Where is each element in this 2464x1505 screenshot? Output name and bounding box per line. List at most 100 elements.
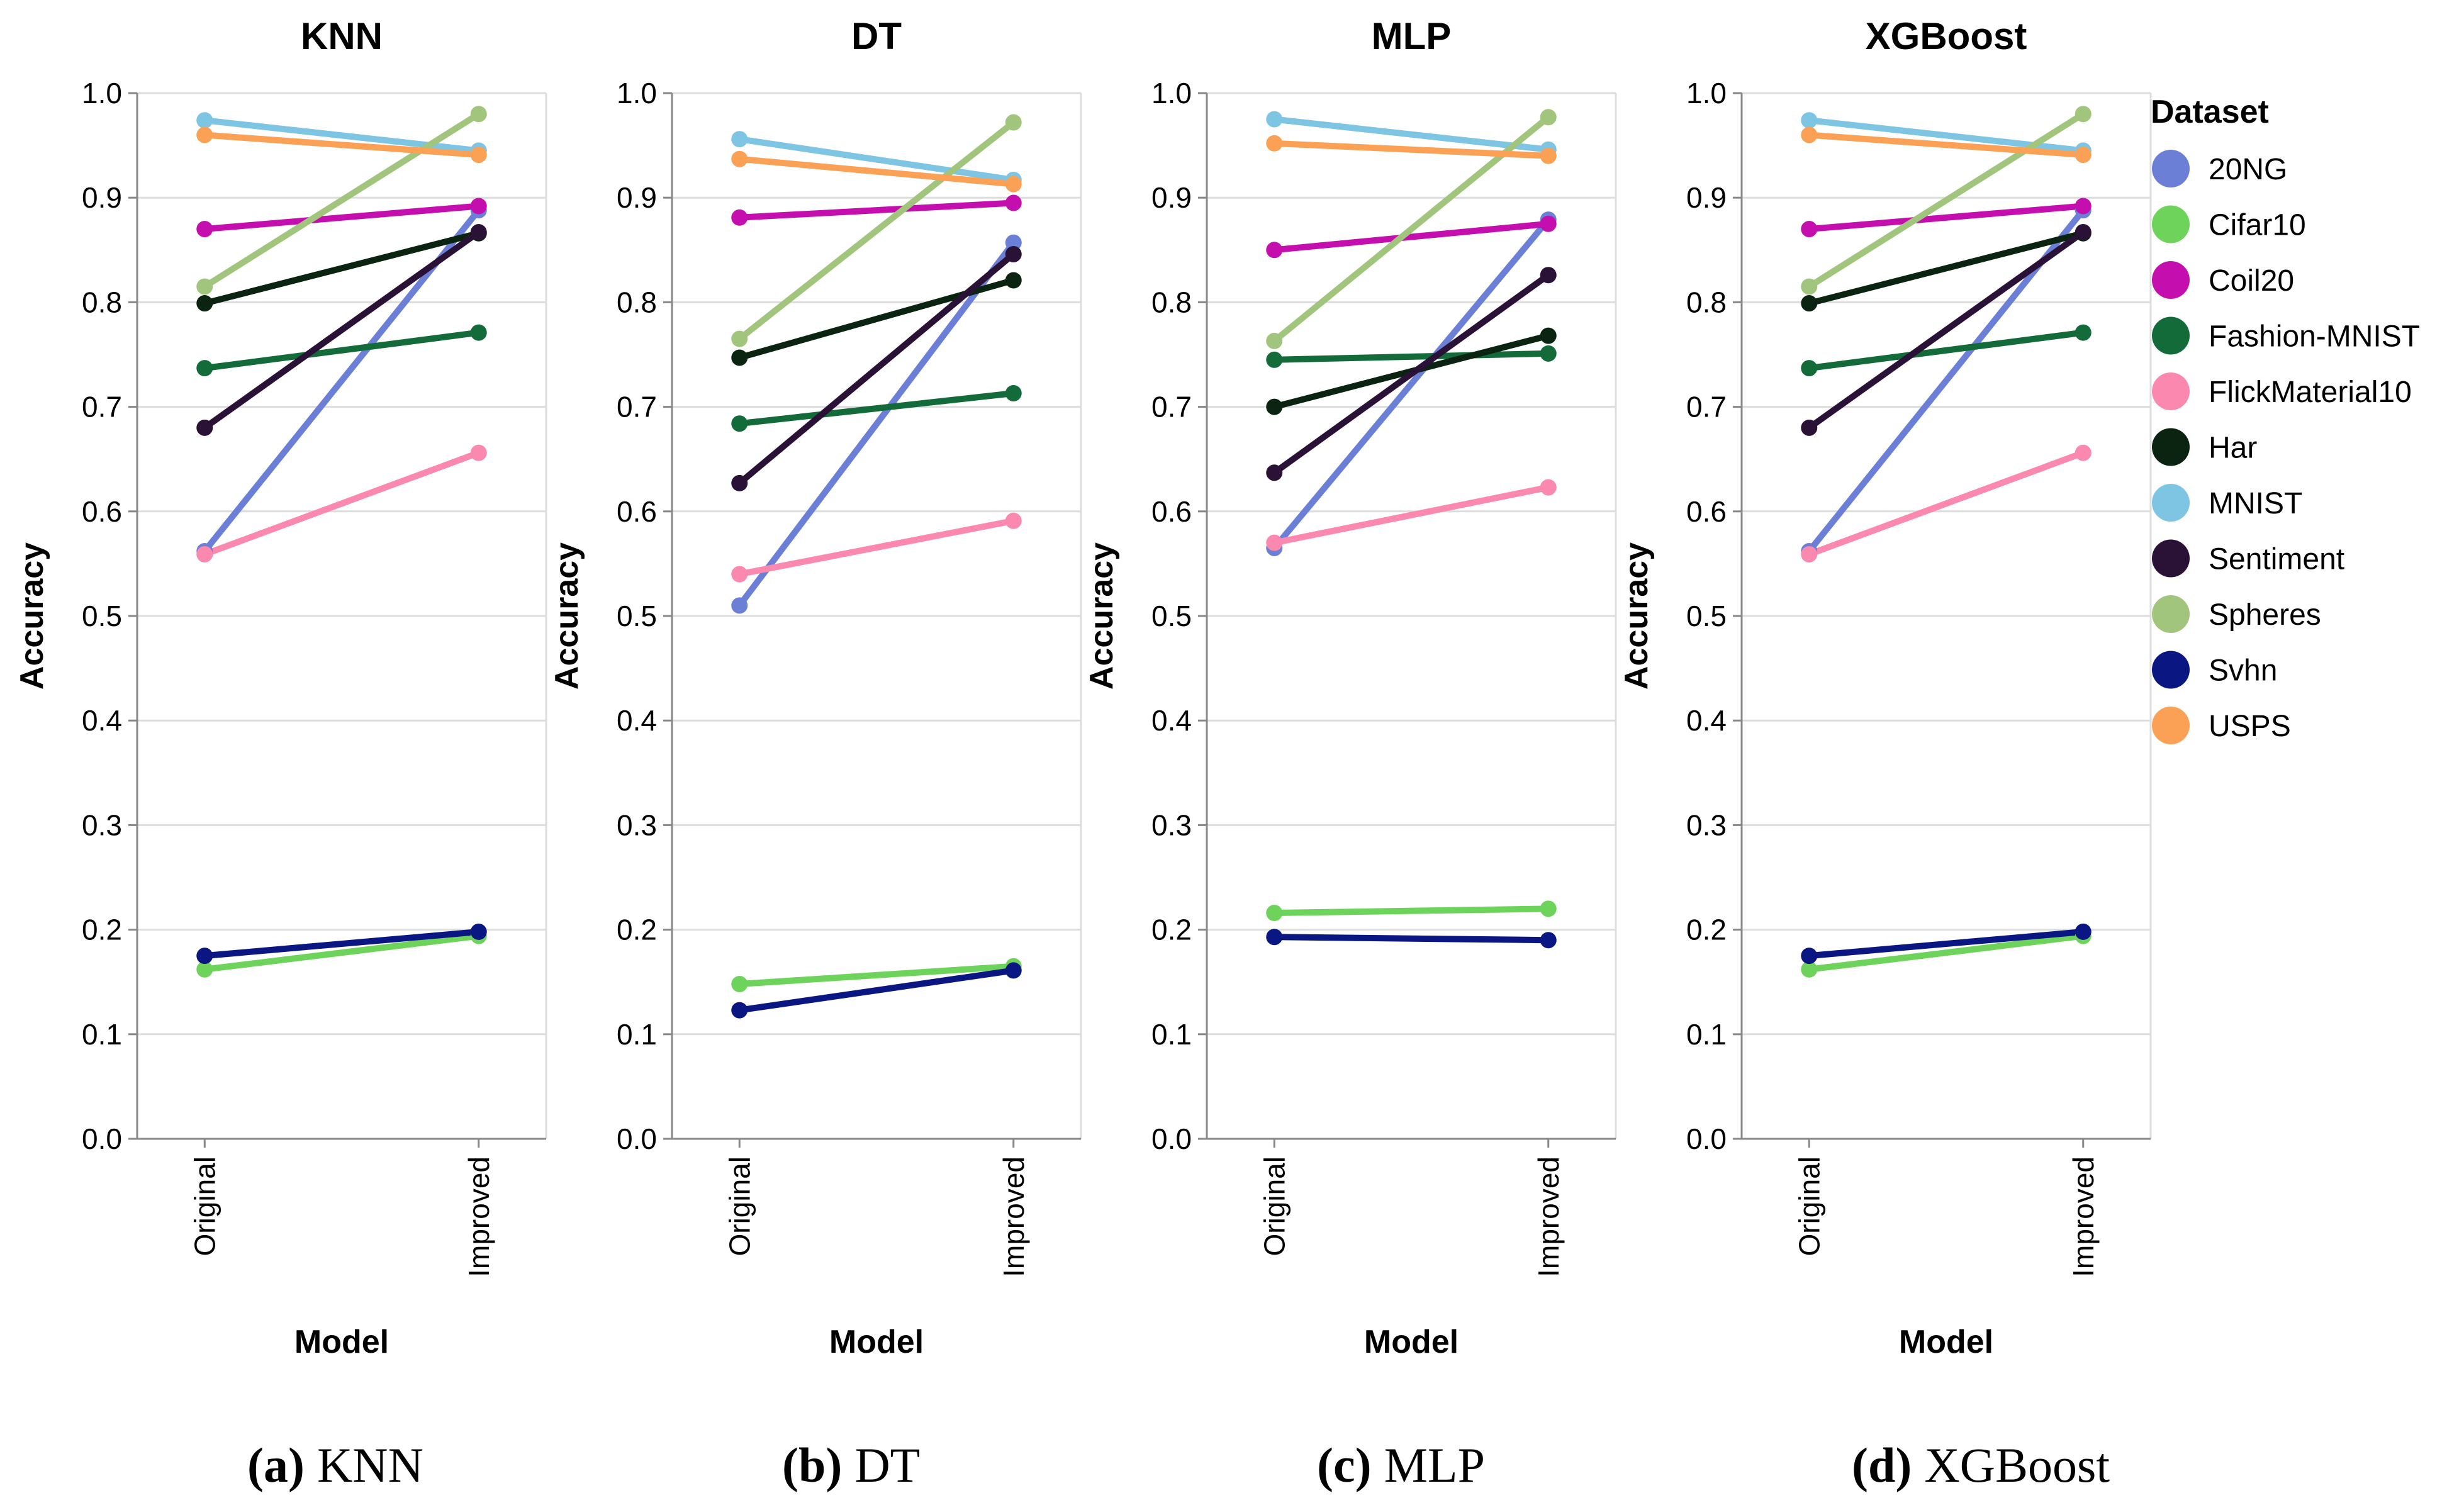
series-line-cifar10: [736, 963, 1017, 988]
data-point-fashion-mnist: [1266, 351, 1283, 368]
caption-text: KNN: [317, 1438, 423, 1492]
data-point-flickmaterial10: [470, 444, 487, 461]
data-point-coil20: [1005, 194, 1022, 211]
series-line-coil20: [201, 203, 482, 233]
series-line-20ng: [1271, 216, 1552, 551]
legend-swatch: [2152, 372, 2190, 410]
data-point-har: [1266, 398, 1283, 415]
data-point-har: [1801, 295, 1818, 312]
legend-title: Dataset: [2151, 94, 2269, 130]
legend-label: Fashion-MNIST: [2209, 320, 2420, 354]
series-line-coil20: [736, 199, 1017, 221]
y-tick-label: 0.0: [1686, 1122, 1727, 1155]
legend-swatch: [2152, 595, 2190, 633]
data-point-spheres: [731, 330, 748, 347]
series-line-flickmaterial10: [201, 449, 482, 557]
legend-swatch: [2152, 316, 2190, 355]
legend-label: Sentiment: [2209, 543, 2344, 576]
series-line-sentiment: [1271, 272, 1552, 476]
data-point-sentiment: [196, 419, 213, 436]
x-axis-title: Model: [1364, 1324, 1459, 1360]
y-axis-title: Accuracy: [14, 542, 50, 690]
series-line-cifar10: [201, 932, 482, 973]
data-point-coil20: [470, 198, 487, 215]
data-point-spheres: [1801, 278, 1818, 295]
data-point-spheres: [1540, 109, 1557, 126]
legend-swatch: [2152, 150, 2190, 187]
series-line-har: [1806, 230, 2086, 307]
data-point-fashion-mnist: [1801, 360, 1818, 377]
legend-label: Svhn: [2209, 654, 2277, 688]
y-tick-label: 1.0: [1686, 77, 1727, 109]
series-lines: [201, 111, 482, 973]
y-tick-label: 0.3: [617, 808, 657, 841]
data-point-spheres: [1266, 332, 1283, 349]
y-axis-title: Accuracy: [1084, 542, 1120, 690]
y-tick-label: 0.8: [1686, 286, 1727, 318]
y-axis-title: Accuracy: [549, 542, 585, 690]
x-tick-label: Original: [1793, 1156, 1825, 1256]
caption-text: DT: [854, 1438, 920, 1492]
chart-title: XGBoost: [1866, 15, 2027, 57]
data-point-spheres: [196, 278, 213, 295]
series-line-fashion-mnist: [736, 389, 1017, 427]
y-tick-label: 0.6: [617, 495, 657, 528]
series-lines: [1806, 111, 2086, 973]
series-line-coil20: [1271, 220, 1552, 254]
subfigure-caption: (c) MLP: [1317, 1438, 1485, 1492]
data-point-har: [1540, 327, 1557, 344]
legend-label: Cifar10: [2209, 209, 2306, 242]
y-tick-label: 0.8: [1151, 286, 1192, 318]
y-tick-label: 0.7: [82, 391, 122, 423]
caption-letter: (b): [782, 1438, 842, 1492]
legend-item-har: Har: [2152, 428, 2257, 466]
data-point-svhn: [1540, 932, 1557, 949]
legend-item-cifar10: Cifar10: [2152, 205, 2306, 243]
series-line-cifar10: [1271, 905, 1552, 917]
y-tick-label: 0.4: [617, 704, 657, 737]
data-point-flickmaterial10: [1266, 534, 1283, 551]
x-axis-title: Model: [1899, 1324, 1993, 1360]
data-point-mnist: [731, 131, 748, 148]
data-point-cifar10: [196, 961, 213, 978]
data-point-sentiment: [1801, 419, 1818, 436]
series-line-flickmaterial10: [1271, 484, 1552, 546]
data-point-usps: [470, 147, 487, 164]
series-points: [1266, 109, 1557, 949]
series-line-flickmaterial10: [736, 517, 1017, 578]
data-point-coil20: [731, 209, 748, 226]
y-tick-label: 0.1: [1686, 1018, 1727, 1051]
series-line-sentiment: [201, 229, 482, 431]
legend-label: Coil20: [2209, 264, 2294, 298]
x-tick-label: Improved: [997, 1156, 1030, 1277]
data-point-cifar10: [1266, 905, 1283, 922]
legend-swatch: [2152, 484, 2190, 522]
data-point-flickmaterial10: [196, 545, 213, 562]
series-lines: [1271, 114, 1552, 944]
legend-item-20ng: 20NG: [2152, 150, 2287, 187]
x-tick-label: Improved: [2067, 1156, 2100, 1277]
series-line-flickmaterial10: [1806, 449, 2086, 557]
chart-panel-xgboost: 0.0 0.1 0.2 0.3 0.4 0.5 0.6 0.7 0.8 0.9 1.0 Origina…: [1618, 15, 2152, 1492]
chart-panel-knn: 0.0 0.1 0.2 0.3 0.4 0.5 0.6 0.7 0.8 0.9 1.0 Origina…: [14, 15, 547, 1492]
data-point-har: [731, 349, 748, 366]
x-tick-label: Original: [723, 1156, 756, 1256]
data-point-coil20: [2075, 198, 2092, 215]
y-tick-label: 0.0: [1151, 1122, 1192, 1155]
series-line-fashion-mnist: [201, 329, 482, 372]
x-tick-label: Original: [1258, 1156, 1291, 1256]
data-point-coil20: [196, 221, 213, 238]
y-tick-label: 1.0: [1151, 77, 1192, 109]
y-tick-label: 0.5: [82, 600, 122, 632]
data-point-sentiment: [1540, 267, 1557, 284]
data-point-mnist: [1801, 112, 1818, 129]
data-point-flickmaterial10: [1005, 512, 1022, 529]
y-tick-label: 0.4: [82, 704, 122, 737]
data-point-usps: [196, 126, 213, 143]
data-point-har: [1005, 272, 1022, 289]
series-line-usps: [736, 155, 1017, 187]
y-tick-label: 0.9: [1151, 181, 1192, 214]
data-point-usps: [1801, 126, 1818, 143]
series-line-mnist: [736, 136, 1017, 183]
caption-letter: (c): [1317, 1438, 1372, 1492]
